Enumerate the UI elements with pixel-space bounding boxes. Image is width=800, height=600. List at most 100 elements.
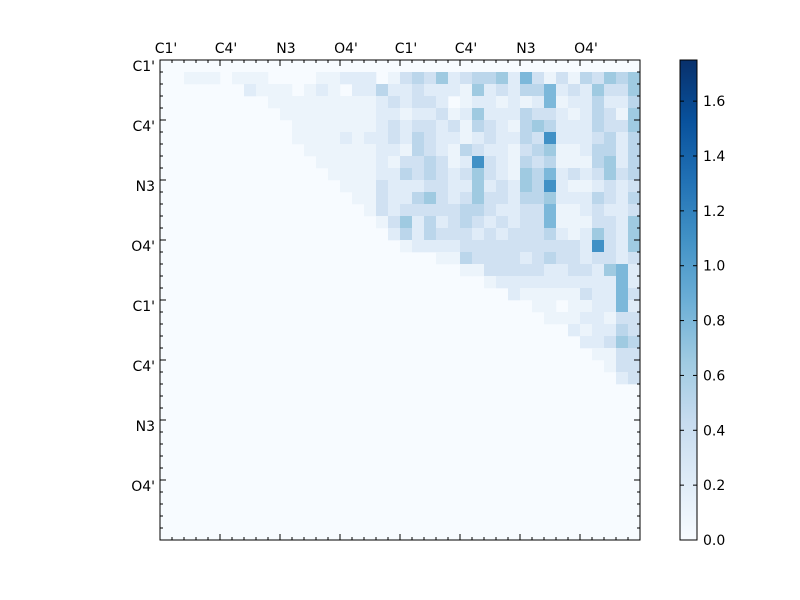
heatmap-cell [532,288,545,301]
heatmap-cell [544,264,557,277]
heatmap-cell [568,264,581,277]
heatmap-cell [592,228,605,241]
heatmap-cell [352,72,365,85]
heatmap-cell [484,132,497,145]
heatmap-cell [508,204,521,217]
heatmap-cell [616,168,629,181]
heatmap-cell [496,144,509,157]
heatmap-cell [508,144,521,157]
heatmap-cell [400,228,413,241]
heatmap-cell [508,120,521,133]
heatmap-cell [328,84,341,97]
heatmap-cell [340,120,353,133]
heatmap-cell [424,204,437,217]
heatmap-cell [628,288,641,301]
heatmap-cell [364,96,377,109]
heatmap-cell [496,108,509,121]
heatmap-cell [268,84,281,97]
colorbar [679,59,698,541]
heatmap-cell [532,132,545,145]
heatmap-cell [580,228,593,241]
heatmap-cell [412,84,425,97]
heatmap-cell [544,96,557,109]
heatmap-cell [412,168,425,181]
heatmap-cell [532,264,545,277]
heatmap-cell [448,132,461,145]
heatmap-cell [580,192,593,205]
heatmap-cell [424,96,437,109]
heatmap-cell [400,120,413,133]
heatmap-cell [400,180,413,193]
heatmap-cell [616,72,629,85]
heatmap-cell [592,96,605,109]
heatmap-cell [400,192,413,205]
heatmap-cell [604,72,617,85]
heatmap-cell [496,84,509,97]
heatmap-cell [280,96,293,109]
heatmap-cell [508,168,521,181]
heatmap-cell [496,204,509,217]
heatmap-cell [616,84,629,97]
heatmap-cell [436,204,449,217]
heatmap-cell [340,72,353,85]
heatmap-cell [448,252,461,265]
heatmap-cell [580,216,593,229]
heatmap-cell [580,168,593,181]
heatmap-cell [472,252,485,265]
heatmap-cell [592,192,605,205]
heatmap-cell [544,192,557,205]
heatmap-cell [496,228,509,241]
heatmap-cell [508,240,521,253]
heatmap-cell [376,120,389,133]
colorbar-tick-label: 1.6 [703,94,725,110]
heatmap-cell [604,96,617,109]
heatmap-cell [388,84,401,97]
heatmap-cell [412,240,425,253]
heatmap-cell [592,204,605,217]
heatmap-cell [604,240,617,253]
heatmap-cell [448,228,461,241]
heatmap-cell [400,132,413,145]
heatmap-cell [496,180,509,193]
heatmap-cell [460,120,473,133]
heatmap-cell [292,108,305,121]
heatmap-cell [556,312,569,325]
heatmap-cell [628,132,641,145]
heatmap-cell [556,180,569,193]
heatmap-cell [568,276,581,289]
heatmap-cell [520,192,533,205]
heatmap-cell [448,192,461,205]
heatmap-cell [436,252,449,265]
heatmap-cell [352,192,365,205]
heatmap-cell [544,204,557,217]
heatmap-cell [496,216,509,229]
heatmap-cell [508,216,521,229]
heatmap-cell [328,72,341,85]
heatmap-cell [556,192,569,205]
heatmap-cell [436,132,449,145]
heatmap-cell [592,252,605,265]
heatmap-cell [508,132,521,145]
heatmap-cell [532,180,545,193]
heatmap-cell [544,288,557,301]
heatmap-cell [520,228,533,241]
heatmap-cell [460,192,473,205]
heatmap-cell [592,84,605,97]
heatmap-cell [412,96,425,109]
heatmap-cell [568,72,581,85]
heatmap-cell [592,120,605,133]
heatmap-cell [364,108,377,121]
heatmap-cell [616,360,629,373]
heatmap-cell [412,156,425,169]
heatmap-cell [388,108,401,121]
heatmap-cell [484,204,497,217]
heatmap-cell [460,132,473,145]
y-tick-label: N3 [136,179,155,195]
heatmap-cell [556,276,569,289]
heatmap-cell [400,84,413,97]
heatmap-cell [580,144,593,157]
heatmap-cell [508,156,521,169]
heatmap-cell [544,84,557,97]
heatmap-cell [352,108,365,121]
